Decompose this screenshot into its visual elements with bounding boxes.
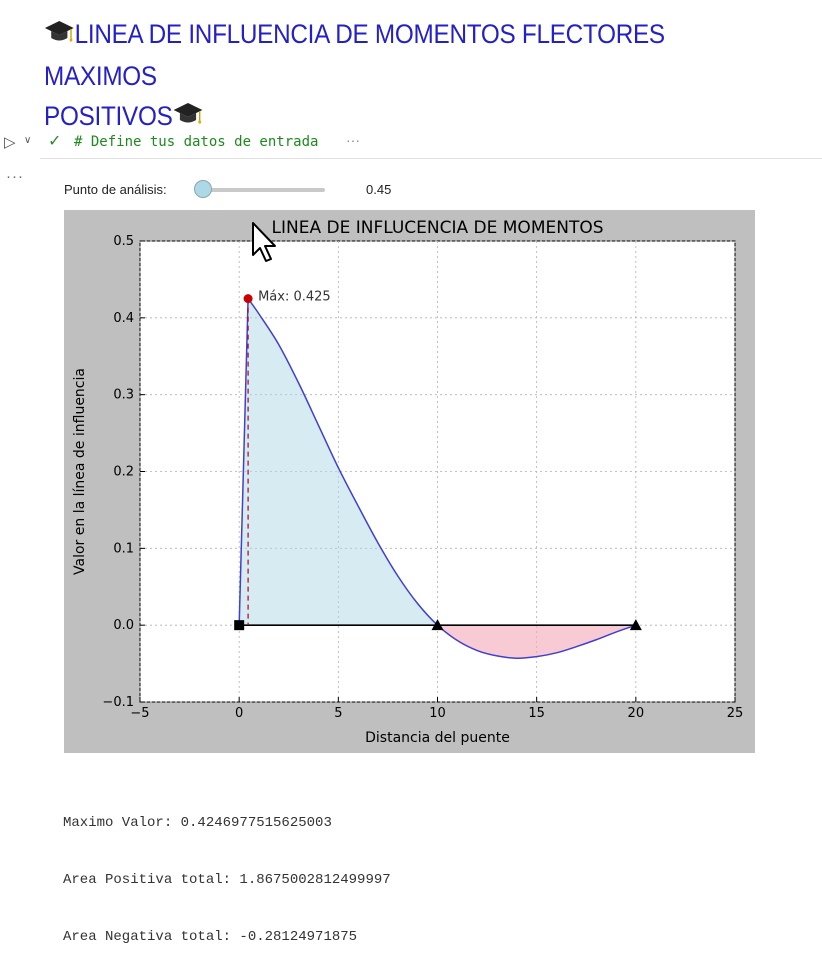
expand-code-ellipsis[interactable]: ··· — [346, 132, 360, 148]
graduation-cap-icon — [173, 98, 204, 138]
x-tick-label: 20 — [628, 706, 645, 721]
x-tick-label: 25 — [727, 706, 744, 721]
influence-line-chart: Máx: 0.425 −5 0 5 10 15 20 25 −0.1 0.0 0.1 0.2 0.3 0.… — [72, 218, 744, 746]
y-tick-label: −0.1 — [102, 695, 134, 710]
y-tick-label: 0.1 — [113, 541, 134, 556]
cell-divider — [40, 158, 822, 159]
x-tick-label: 5 — [334, 706, 342, 721]
output-line-positive-area: Area Positiva total: 1.8675002812499997 — [63, 872, 391, 888]
negative-area-fill — [437, 625, 636, 659]
chart-title: LINEA DE INFLUCENCIA DE MOMENTOS — [272, 218, 604, 238]
x-tick-label: 15 — [528, 706, 545, 721]
y-tick-label: 0.0 — [113, 618, 134, 633]
x-tick-label: −5 — [130, 706, 149, 721]
y-tick-label: 0.3 — [113, 388, 134, 403]
heading-line-1: LINEA DE INFLUENCIA DE MOMENTOS FLECTORE… — [44, 19, 665, 91]
graduation-cap-icon — [44, 16, 75, 56]
output-menu-ellipsis[interactable]: ··· — [6, 168, 24, 185]
analysis-point-slider-row: Punto de análisis: 0.45 — [64, 178, 464, 202]
output-line-max: Maximo Valor: 0.4246977515625003 — [63, 815, 332, 831]
code-cell-header: ▷ ∨ ✓ # Define tus datos de entrada ··· — [0, 128, 822, 158]
y-axis-label: Valor en la línea de influencia — [72, 368, 88, 575]
notebook-heading: LINEA DE INFLUENCIA DE MOMENTOS FLECTORE… — [44, 14, 728, 138]
slider-value: 0.45 — [366, 182, 392, 197]
x-axis-label: Distancia del puente — [365, 730, 510, 746]
slider-label: Punto de análisis: — [64, 182, 167, 197]
output-line-negative-area: Area Negativa total: -0.28124971875 — [63, 929, 358, 945]
x-tick-label: 10 — [429, 706, 446, 721]
x-tick-label: 0 — [235, 706, 243, 721]
run-cell-icon[interactable]: ▷ — [4, 134, 16, 151]
positive-area-fill — [239, 298, 438, 626]
cell-output: Maximo Valor: 0.4246977515625003 Area Po… — [63, 776, 391, 966]
chevron-down-icon[interactable]: ∨ — [24, 135, 32, 146]
roller-support-marker — [431, 619, 444, 631]
y-tick-label: 0.5 — [113, 234, 134, 249]
heading-line-2: POSITIVOS — [44, 100, 173, 131]
collapsed-code-comment[interactable]: # Define tus datos de entrada — [74, 134, 319, 150]
slider-track[interactable] — [204, 188, 325, 192]
y-tick-label: 0.4 — [113, 311, 134, 326]
y-tick-label: 0.2 — [113, 465, 134, 480]
mouse-pointer-icon — [252, 222, 276, 262]
pin-support-marker — [234, 620, 245, 631]
chart-figure: Máx: 0.425 −5 0 5 10 15 20 25 −0.1 0.0 0.1 0.2 0.3 0.… — [64, 210, 755, 753]
max-annotation: Máx: 0.425 — [258, 290, 331, 305]
checkmark-icon: ✓ — [48, 133, 62, 150]
slider-handle[interactable] — [194, 180, 212, 198]
max-point-marker — [243, 294, 253, 304]
roller-support-marker — [629, 619, 642, 631]
